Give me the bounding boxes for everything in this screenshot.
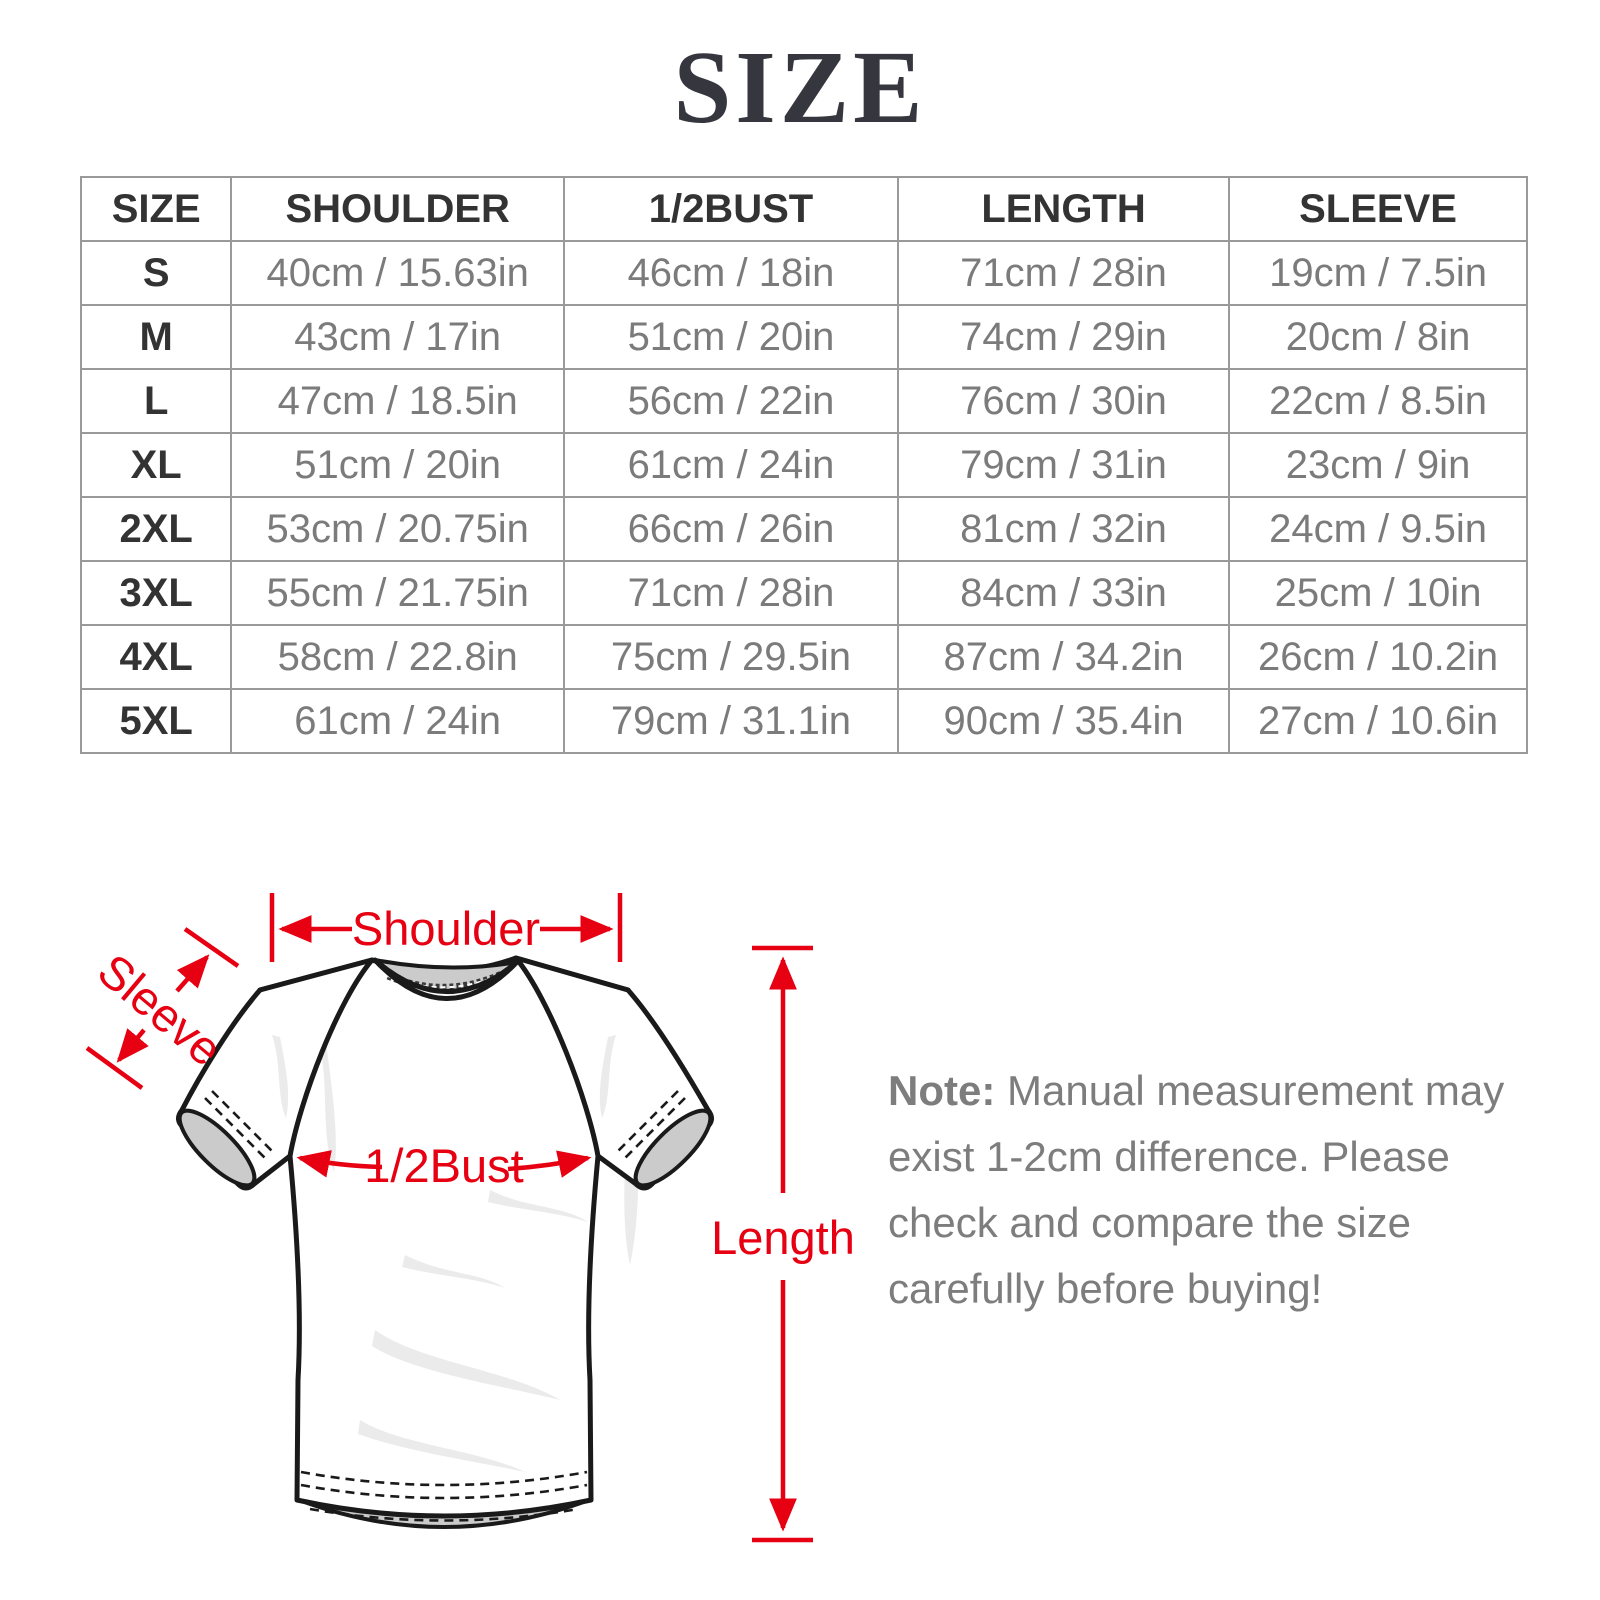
table-row: 5XL 61cm / 24in 79cm / 31.1in 90cm / 35.4in… <box>79 688 1528 754</box>
bust-label: 1/2Bust <box>364 1139 523 1192</box>
measurement-cell: 46cm / 18in <box>562 240 899 306</box>
column-header: SHOULDER <box>230 176 565 242</box>
size-cell: S <box>79 240 233 306</box>
length-label: Length <box>711 1211 855 1264</box>
size-cell: 3XL <box>79 560 233 626</box>
measurement-cell: 75cm / 29.5in <box>562 624 899 690</box>
measurement-cell: 71cm / 28in <box>562 560 899 626</box>
measurement-cell: 55cm / 21.75in <box>230 560 565 626</box>
table-row: 2XL 53cm / 20.75in 66cm / 26in 81cm / 32in 2… <box>79 496 1528 562</box>
size-cell: M <box>79 304 233 370</box>
table-row: S 40cm / 15.63in 46cm / 18in 71cm / 28in 19c… <box>79 240 1528 306</box>
measurement-cell: 40cm / 15.63in <box>230 240 565 306</box>
note-label: Note: <box>888 1067 996 1114</box>
measurement-cell: 25cm / 10in <box>1228 560 1528 626</box>
size-cell: XL <box>79 432 233 498</box>
measurement-cell: 24cm / 9.5in <box>1228 496 1528 562</box>
measurement-cell: 51cm / 20in <box>562 304 899 370</box>
measurement-cell: 81cm / 32in <box>896 496 1231 562</box>
column-header: SLEEVE <box>1228 176 1528 242</box>
table-row: M 43cm / 17in 51cm / 20in 74cm / 29in 20cm /… <box>79 304 1528 370</box>
tshirt-measurement-diagram: Shoulder Sleeve 1/2Bust Length <box>85 893 855 1543</box>
measurement-cell: 43cm / 17in <box>230 304 565 370</box>
measurement-cell: 74cm / 29in <box>896 304 1231 370</box>
note-body: Manual measurement may exist 1-2cm diffe… <box>888 1067 1505 1312</box>
table-row: XL 51cm / 20in 61cm / 24in 79cm / 31in 23cm … <box>79 432 1528 498</box>
measurement-cell: 20cm / 8in <box>1228 304 1528 370</box>
table-row: 4XL 58cm / 22.8in 75cm / 29.5in 87cm / 34.2… <box>79 624 1528 690</box>
sleeve-label: Sleeve <box>88 943 232 1076</box>
size-table: SIZE SHOULDER 1/2BUST LENGTH SLEEVE S 40cm / … <box>79 176 1528 754</box>
shoulder-measure-arrow: Shoulder <box>269 893 623 962</box>
measurement-cell: 87cm / 34.2in <box>896 624 1231 690</box>
measurement-cell: 47cm / 18.5in <box>230 368 565 434</box>
measurement-cell: 19cm / 7.5in <box>1228 240 1528 306</box>
measurement-cell: 58cm / 22.8in <box>230 624 565 690</box>
table-row: L 47cm / 18.5in 56cm / 22in 76cm / 30in 22cm… <box>79 368 1528 434</box>
size-cell: L <box>79 368 233 434</box>
shoulder-label: Shoulder <box>352 902 540 955</box>
measurement-cell: 90cm / 35.4in <box>896 688 1231 754</box>
column-header: SIZE <box>79 176 233 242</box>
size-table-body: S 40cm / 15.63in 46cm / 18in 71cm / 28in 19c… <box>79 240 1528 754</box>
measurement-cell: 23cm / 9in <box>1228 432 1528 498</box>
measurement-cell: 66cm / 26in <box>562 496 899 562</box>
measurement-cell: 51cm / 20in <box>230 432 565 498</box>
measurement-cell: 56cm / 22in <box>562 368 899 434</box>
measurement-cell: 26cm / 10.2in <box>1228 624 1528 690</box>
measurement-cell: 22cm / 8.5in <box>1228 368 1528 434</box>
measurement-cell: 61cm / 24in <box>230 688 565 754</box>
tshirt-illustration <box>176 955 714 1529</box>
size-cell: 4XL <box>79 624 233 690</box>
page-title: SIZE <box>673 30 927 145</box>
length-measure-arrow: Length <box>711 945 855 1543</box>
column-header: LENGTH <box>896 176 1231 242</box>
bust-measure-arrow: 1/2Bust <box>296 1139 592 1192</box>
column-header: 1/2BUST <box>562 176 899 242</box>
measurement-cell: 61cm / 24in <box>562 432 899 498</box>
measurement-cell: 79cm / 31in <box>896 432 1231 498</box>
header-row: SIZE SHOULDER 1/2BUST LENGTH SLEEVE <box>79 176 1528 242</box>
measurement-cell: 53cm / 20.75in <box>230 496 565 562</box>
note-text: Note: Manual measurement may exist 1-2cm… <box>888 1058 1536 1322</box>
table-row: 3XL 55cm / 21.75in 71cm / 28in 84cm / 33in 2… <box>79 560 1528 626</box>
measurement-cell: 84cm / 33in <box>896 560 1231 626</box>
size-cell: 2XL <box>79 496 233 562</box>
size-cell: 5XL <box>79 688 233 754</box>
measurement-cell: 76cm / 30in <box>896 368 1231 434</box>
size-table-header: SIZE SHOULDER 1/2BUST LENGTH SLEEVE <box>79 176 1528 242</box>
measurement-cell: 79cm / 31.1in <box>562 688 899 754</box>
measurement-cell: 27cm / 10.6in <box>1228 688 1528 754</box>
measurement-cell: 71cm / 28in <box>896 240 1231 306</box>
